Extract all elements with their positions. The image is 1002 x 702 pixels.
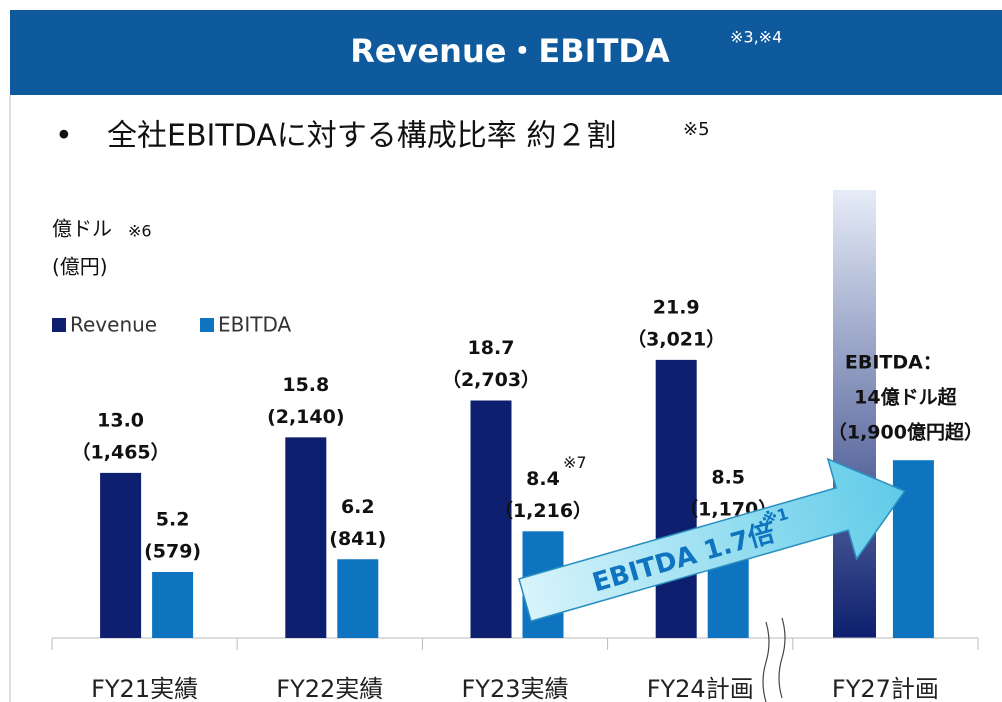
fy27-annotation: EBITDA： <box>845 352 942 374</box>
bullet-dot: • <box>55 119 73 154</box>
yen-label: （3,021） <box>627 327 725 350</box>
value-label: 6.2 <box>341 496 375 518</box>
title: Revenue・EBITDA <box>350 32 670 70</box>
x-tick-label: FY24計画 <box>647 675 754 702</box>
bar <box>152 571 194 638</box>
bar <box>892 460 934 638</box>
header-bar <box>10 10 1002 95</box>
yen-label: (2,140) <box>267 406 344 428</box>
bullet-text: 全社EBITDAに対する構成比率 約２割 <box>107 119 616 154</box>
fy27-annotation: （1,900億円超） <box>828 421 983 444</box>
axis-break <box>762 617 786 702</box>
value-label: 8.5 <box>711 467 745 489</box>
x-tick-label: FY22実績 <box>276 675 383 702</box>
value-label: 21.9 <box>653 296 700 318</box>
bullet-note: ※5 <box>683 119 710 140</box>
value-label: 18.7 <box>468 337 515 359</box>
title-note: ※3,※4 <box>730 28 782 47</box>
yen-label: （2,703） <box>442 368 540 391</box>
value-label: 8.4 <box>526 468 560 490</box>
fy27-decoration <box>833 190 876 638</box>
unit-note: ※6 <box>128 222 152 241</box>
unit-label-2: (億円) <box>52 255 108 279</box>
x-tick-label: FY21実績 <box>91 675 198 702</box>
bar <box>285 437 327 638</box>
value-label: 5.2 <box>156 508 190 530</box>
yen-label: (579) <box>144 540 201 562</box>
bar <box>100 472 142 638</box>
legend-label: Revenue <box>70 313 157 337</box>
value-label: 15.8 <box>282 374 329 396</box>
note: ※7 <box>563 453 587 472</box>
legend-swatch <box>200 318 214 332</box>
bar <box>337 559 379 638</box>
yen-label: （1,216） <box>494 499 592 522</box>
legend-swatch <box>52 318 66 332</box>
x-tick-label: FY27計画 <box>832 675 939 702</box>
arrow-shape <box>518 457 906 623</box>
yen-label: （1,465） <box>72 440 170 463</box>
value-label: 13.0 <box>97 409 144 431</box>
yen-label: (841) <box>329 528 386 550</box>
bar <box>470 400 512 638</box>
fy27-annotation: 14億ドル超 <box>854 386 957 409</box>
legend-label: EBITDA <box>218 313 292 337</box>
bar <box>655 359 697 638</box>
x-tick-label: FY23実績 <box>461 675 568 702</box>
unit-label: 億ドル <box>52 217 112 241</box>
